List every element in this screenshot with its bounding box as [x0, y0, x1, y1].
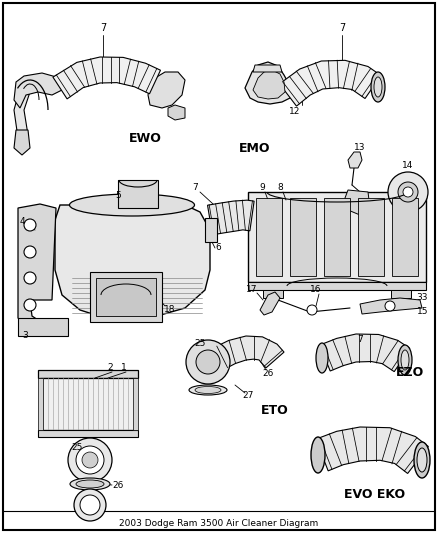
Bar: [256, 198, 282, 276]
Polygon shape: [148, 72, 185, 108]
Text: EWO: EWO: [129, 132, 162, 144]
Text: 8: 8: [277, 183, 283, 192]
Bar: [290, 198, 316, 276]
Text: 17: 17: [246, 286, 258, 295]
Text: EMO: EMO: [239, 141, 271, 155]
Ellipse shape: [195, 386, 221, 393]
Polygon shape: [260, 292, 280, 315]
Polygon shape: [348, 152, 362, 168]
Text: 26: 26: [112, 481, 124, 489]
Bar: [18, 318, 68, 336]
Polygon shape: [55, 205, 210, 318]
Polygon shape: [14, 78, 68, 138]
Polygon shape: [168, 105, 185, 120]
Bar: [248, 282, 426, 290]
Text: 13: 13: [354, 143, 366, 152]
Text: EVO EKO: EVO EKO: [344, 489, 406, 502]
Text: 15: 15: [417, 308, 428, 317]
Polygon shape: [279, 60, 381, 106]
Bar: [324, 198, 350, 276]
Text: 7: 7: [100, 23, 106, 33]
Polygon shape: [18, 204, 56, 328]
Bar: [205, 218, 217, 242]
Polygon shape: [253, 70, 285, 99]
Circle shape: [403, 187, 413, 197]
Circle shape: [24, 246, 36, 258]
Ellipse shape: [311, 437, 325, 473]
Circle shape: [82, 452, 98, 468]
Ellipse shape: [316, 343, 328, 373]
Text: 26: 26: [262, 368, 274, 377]
Polygon shape: [245, 62, 290, 104]
Text: 16: 16: [310, 286, 322, 295]
Text: 2003 Dodge Ram 3500 Air Cleaner Diagram: 2003 Dodge Ram 3500 Air Cleaner Diagram: [120, 519, 318, 528]
Circle shape: [80, 495, 100, 515]
Bar: [40, 378, 136, 430]
Circle shape: [385, 301, 395, 311]
Text: 6: 6: [215, 244, 221, 253]
Bar: [263, 290, 283, 298]
Bar: [96, 278, 156, 316]
Bar: [391, 290, 411, 298]
Ellipse shape: [374, 77, 382, 97]
Ellipse shape: [76, 480, 104, 488]
Polygon shape: [14, 73, 62, 108]
Ellipse shape: [70, 194, 194, 216]
Bar: [248, 192, 426, 282]
Text: 7: 7: [192, 182, 198, 191]
Circle shape: [186, 340, 230, 384]
Text: 12: 12: [290, 108, 301, 117]
Circle shape: [24, 272, 36, 284]
Bar: [133, 378, 138, 430]
Circle shape: [307, 305, 317, 315]
Polygon shape: [360, 298, 422, 314]
Text: 27: 27: [242, 392, 254, 400]
Circle shape: [76, 446, 104, 474]
Text: EZO: EZO: [396, 366, 424, 378]
Text: 7: 7: [339, 23, 345, 33]
Text: 25: 25: [194, 338, 206, 348]
Bar: [90, 272, 162, 322]
Ellipse shape: [417, 448, 427, 472]
Text: 4: 4: [20, 217, 26, 227]
Polygon shape: [53, 57, 160, 99]
Text: 7: 7: [357, 335, 363, 344]
Bar: [38, 430, 138, 437]
Circle shape: [24, 299, 36, 311]
Text: 9: 9: [259, 183, 265, 192]
Text: 2: 2: [107, 364, 113, 373]
Polygon shape: [345, 190, 370, 215]
Polygon shape: [215, 336, 284, 369]
Polygon shape: [320, 334, 410, 372]
Text: 18: 18: [164, 305, 176, 314]
Text: 1: 1: [121, 364, 127, 373]
Bar: [392, 198, 418, 276]
Text: 25: 25: [71, 443, 83, 453]
Ellipse shape: [401, 350, 409, 370]
Ellipse shape: [398, 345, 412, 375]
Text: 33: 33: [417, 294, 428, 303]
Bar: [38, 370, 138, 378]
Text: 3: 3: [22, 330, 28, 340]
Circle shape: [74, 489, 106, 521]
Polygon shape: [316, 427, 428, 473]
Text: 14: 14: [403, 160, 413, 169]
Polygon shape: [253, 65, 282, 72]
Ellipse shape: [371, 72, 385, 102]
Polygon shape: [14, 130, 30, 155]
Bar: [358, 198, 384, 276]
Circle shape: [68, 438, 112, 482]
Polygon shape: [208, 200, 254, 235]
Circle shape: [24, 219, 36, 231]
Text: ETO: ETO: [261, 403, 289, 416]
Bar: [38, 378, 43, 430]
Ellipse shape: [189, 385, 227, 395]
Circle shape: [388, 172, 428, 212]
Circle shape: [398, 182, 418, 202]
Text: 5: 5: [115, 191, 121, 200]
Bar: [118, 180, 158, 208]
Circle shape: [196, 350, 220, 374]
Ellipse shape: [414, 442, 430, 478]
Ellipse shape: [70, 478, 110, 490]
